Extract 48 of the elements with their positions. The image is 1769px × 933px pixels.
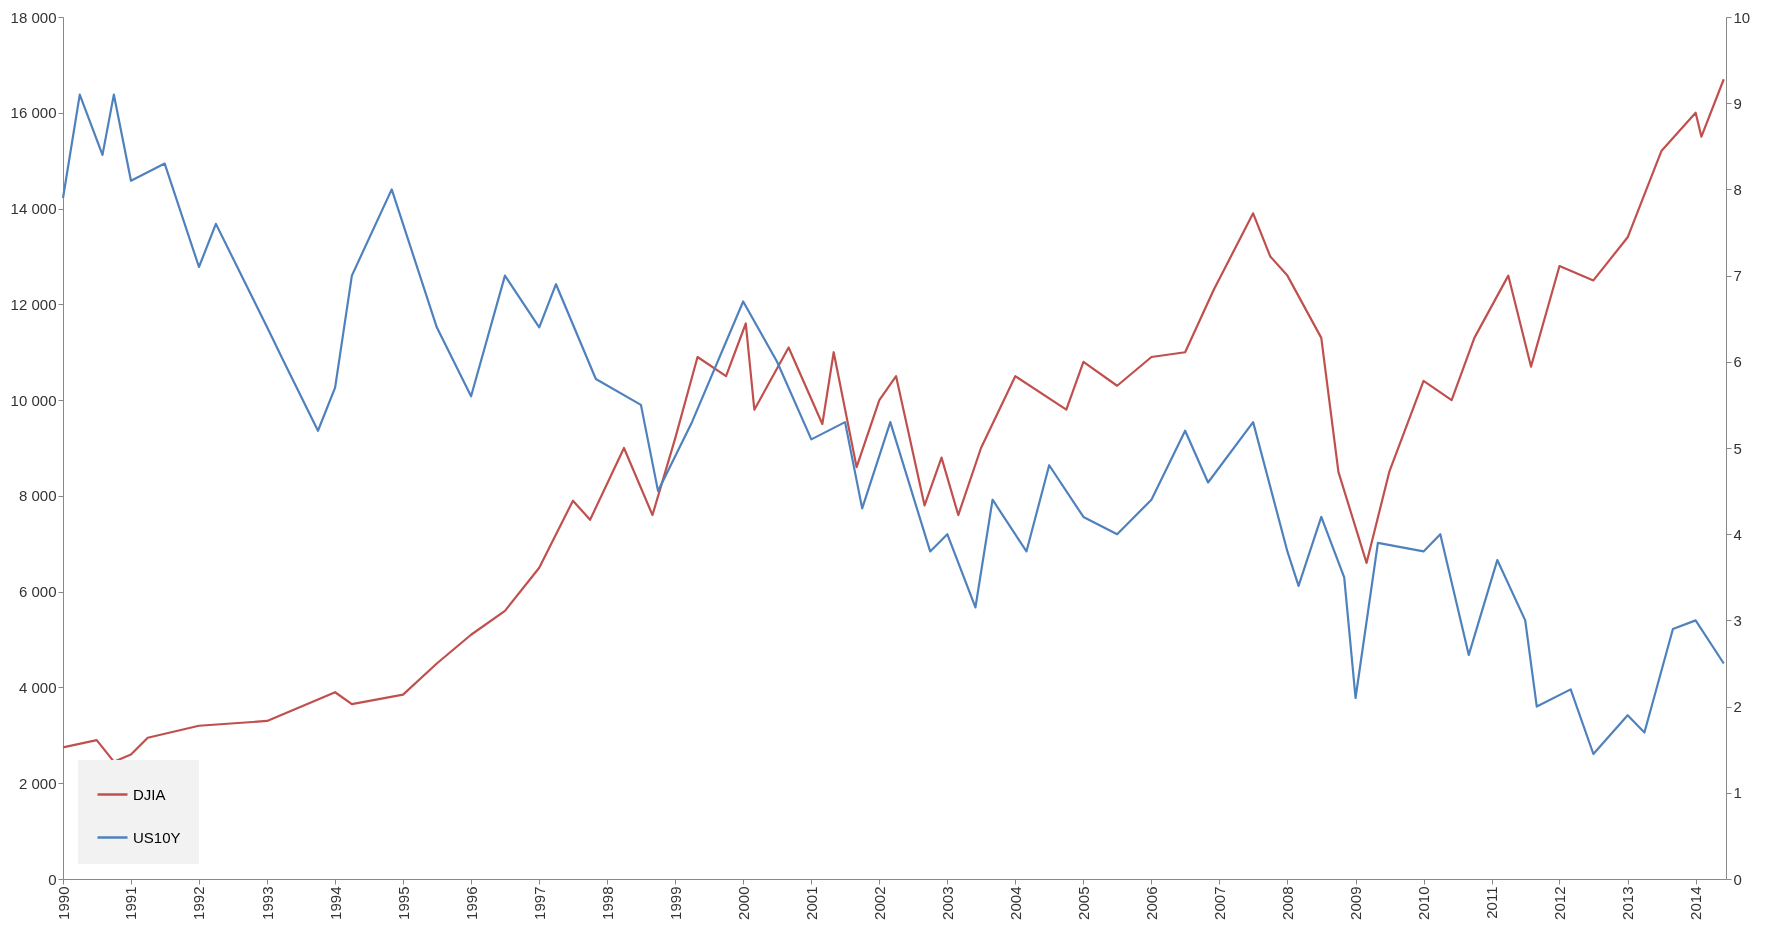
x-tick-label: 1991 bbox=[122, 886, 140, 920]
legend-label: US10Y bbox=[133, 828, 181, 846]
x-tick-label: 2009 bbox=[1347, 886, 1365, 920]
legend-label: DJIA bbox=[133, 785, 166, 803]
y-tick-label: 2 000 bbox=[18, 774, 57, 792]
x-tick-label: 1996 bbox=[462, 886, 480, 920]
y2-tick-label: 5 bbox=[1733, 439, 1742, 457]
y-tick-label: 16 000 bbox=[10, 104, 57, 122]
x-tick-label: 2002 bbox=[870, 886, 888, 920]
y2-tick-label: 3 bbox=[1733, 611, 1742, 629]
x-tick-label: 2014 bbox=[1687, 886, 1705, 920]
x-tick-label: 2005 bbox=[1074, 886, 1092, 920]
y2-tick-label: 1 bbox=[1733, 784, 1742, 802]
x-tick-label: 1993 bbox=[258, 886, 276, 920]
y2-tick-label: 8 bbox=[1733, 180, 1742, 198]
y2-tick-label: 9 bbox=[1733, 94, 1742, 112]
y2-tick-label: 4 bbox=[1733, 525, 1742, 543]
x-tick-label: 1994 bbox=[326, 886, 344, 920]
x-tick-label: 1992 bbox=[190, 886, 208, 920]
y2-tick-label: 7 bbox=[1733, 267, 1742, 285]
x-tick-label: 2000 bbox=[734, 886, 752, 920]
x-tick-label: 2001 bbox=[802, 886, 820, 920]
y2-tick-label: 10 bbox=[1733, 8, 1751, 26]
x-tick-label: 1995 bbox=[394, 886, 412, 920]
y-tick-label: 0 bbox=[48, 870, 57, 888]
y-tick-label: 6 000 bbox=[18, 583, 57, 601]
x-tick-label: 1999 bbox=[666, 886, 684, 920]
x-tick-label: 2010 bbox=[1415, 886, 1433, 920]
x-tick-label: 1990 bbox=[54, 886, 72, 920]
x-tick-label: 2003 bbox=[938, 886, 956, 920]
x-tick-label: 2013 bbox=[1619, 886, 1637, 920]
y2-tick-label: 2 bbox=[1733, 698, 1742, 716]
x-tick-label: 1997 bbox=[530, 886, 548, 920]
y-tick-label: 18 000 bbox=[10, 8, 57, 26]
y-tick-label: 8 000 bbox=[18, 487, 57, 505]
y-tick-label: 4 000 bbox=[18, 678, 57, 696]
y2-tick-label: 0 bbox=[1733, 870, 1742, 888]
x-tick-label: 2004 bbox=[1006, 886, 1024, 920]
x-tick-label: 2007 bbox=[1210, 886, 1228, 920]
x-tick-label: 2008 bbox=[1278, 886, 1296, 920]
y-tick-label: 10 000 bbox=[10, 391, 57, 409]
x-tick-label: 2011 bbox=[1483, 886, 1501, 919]
y2-tick-label: 6 bbox=[1733, 353, 1742, 371]
x-tick-label: 2012 bbox=[1551, 886, 1568, 920]
x-tick-label: 2006 bbox=[1142, 886, 1160, 920]
y-tick-label: 12 000 bbox=[10, 295, 57, 313]
y-tick-label: 14 000 bbox=[10, 200, 57, 218]
x-tick-label: 1998 bbox=[598, 886, 616, 920]
